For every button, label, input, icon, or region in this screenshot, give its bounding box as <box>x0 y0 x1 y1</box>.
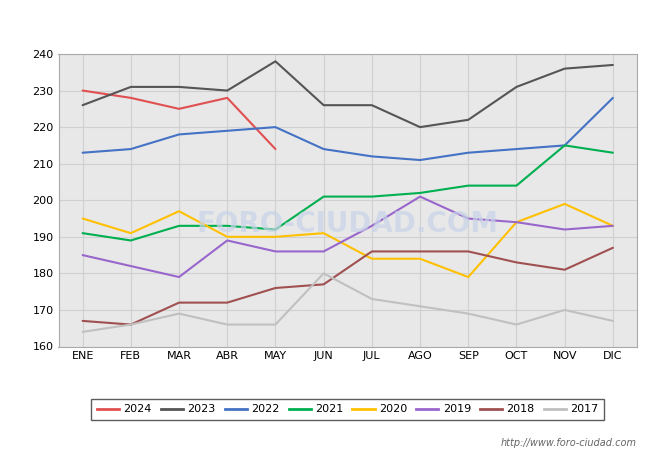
Legend: 2024, 2023, 2022, 2021, 2020, 2019, 2018, 2017: 2024, 2023, 2022, 2021, 2020, 2019, 2018… <box>91 399 604 420</box>
Text: http://www.foro-ciudad.com: http://www.foro-ciudad.com <box>501 438 637 448</box>
Text: Afiliados en Trescasas a 31/5/2024: Afiliados en Trescasas a 31/5/2024 <box>181 14 469 32</box>
Text: FORO-CIUDAD.COM: FORO-CIUDAD.COM <box>197 210 499 238</box>
